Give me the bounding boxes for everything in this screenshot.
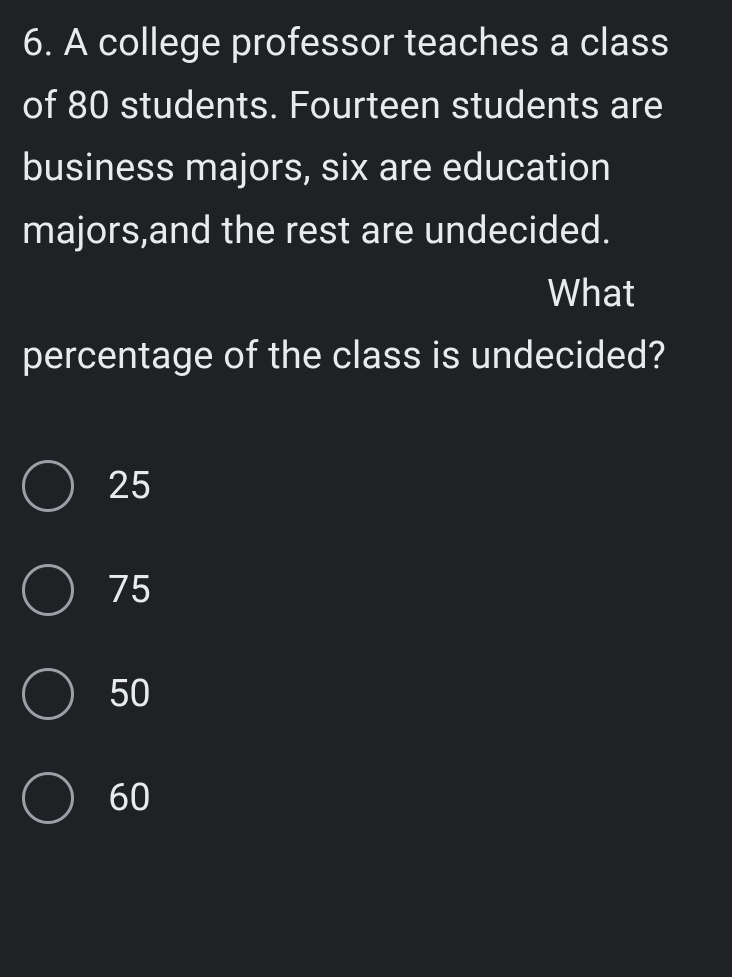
- option-row-1[interactable]: 75: [22, 564, 710, 616]
- options-container: 25 75 50 60: [22, 460, 710, 824]
- question-text-part2: What percentage of the class is undecide…: [22, 263, 710, 388]
- option-label: 75: [108, 568, 151, 612]
- radio-icon: [22, 668, 74, 720]
- option-row-0[interactable]: 25: [22, 460, 710, 512]
- radio-icon: [22, 564, 74, 616]
- option-row-2[interactable]: 50: [22, 668, 710, 720]
- option-label: 60: [108, 776, 151, 820]
- radio-icon: [22, 460, 74, 512]
- option-label: 25: [108, 464, 151, 508]
- radio-icon: [22, 772, 74, 824]
- option-row-3[interactable]: 60: [22, 772, 710, 824]
- option-label: 50: [108, 672, 151, 716]
- question-text-part1: 6. A college professor teaches a class o…: [22, 12, 710, 263]
